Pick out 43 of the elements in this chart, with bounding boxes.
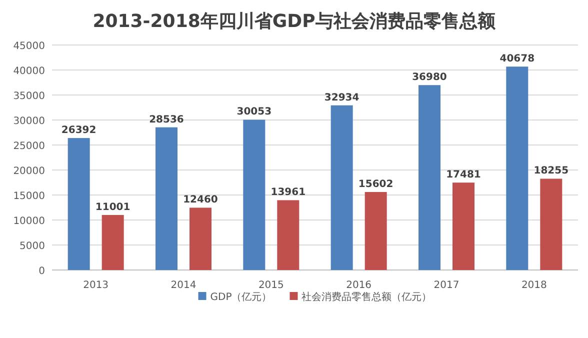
bar: [243, 120, 266, 270]
chart-title: 2013-2018年四川省GDP与社会消费品零售总额: [92, 11, 496, 32]
x-tick-label: 2018: [521, 280, 547, 291]
x-tick-label: 2017: [434, 280, 460, 291]
y-tick-label: 35000: [13, 91, 45, 102]
y-tick-label: 5000: [20, 241, 45, 252]
y-tick-label: 10000: [13, 216, 45, 227]
data-label: 17481: [446, 170, 481, 181]
y-tick-label: 45000: [13, 41, 45, 52]
legend-label: 社会消费品零售总额（亿元）: [302, 291, 432, 303]
data-label: 26392: [61, 125, 96, 136]
legend-label: GDP（亿元）: [210, 292, 272, 303]
bar: [418, 85, 440, 270]
data-label: 40678: [500, 54, 535, 65]
y-tick-label: 40000: [13, 66, 45, 77]
bar: [156, 127, 178, 270]
y-tick-label: 25000: [13, 141, 45, 152]
data-label: 32934: [324, 92, 360, 104]
data-label: 36980: [412, 72, 447, 84]
bar: [452, 182, 474, 270]
y-tick-label: 15000: [13, 191, 45, 202]
x-tick-label: 2014: [170, 280, 196, 291]
bar: [364, 192, 387, 270]
data-label: 30053: [236, 106, 272, 118]
data-label: 13961: [270, 187, 306, 198]
data-label: 11001: [95, 202, 130, 213]
bar: [330, 105, 353, 270]
bar: [540, 178, 562, 270]
bar: [506, 66, 528, 270]
data-label: 15602: [358, 178, 394, 190]
bar: [102, 214, 124, 270]
bar: [68, 138, 90, 270]
x-tick-label: 2016: [346, 280, 372, 291]
y-tick-label: 20000: [13, 166, 45, 177]
bar: [277, 200, 300, 270]
x-tick-label: 2013: [83, 280, 109, 291]
bar: [190, 208, 212, 270]
data-label: 28536: [149, 114, 184, 126]
y-tick-label: 30000: [13, 116, 45, 127]
y-tick-label: 0: [38, 266, 45, 277]
data-label: 12460: [183, 194, 218, 206]
x-tick-label: 2015: [258, 280, 284, 291]
data-label: 18255: [534, 166, 569, 177]
